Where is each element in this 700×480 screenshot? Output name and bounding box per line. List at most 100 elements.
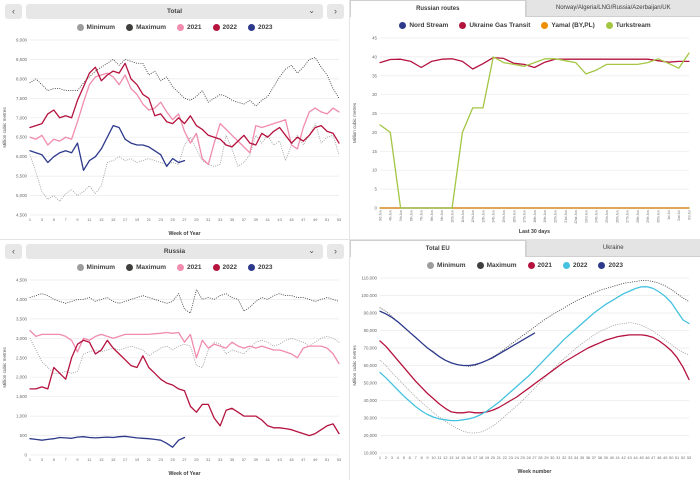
x-tick-label: 41 [266,457,270,462]
legend-dot-icon [427,262,435,269]
x-tick-label: 30th Jun [657,210,661,222]
legend-item-minimum[interactable]: Minimum [76,264,115,271]
legend-item-2021[interactable]: 2021 [177,24,202,31]
x-tick-label: 44 [633,455,638,460]
y-tick-label: 7,000 [16,115,28,120]
x-tick-label: 34 [574,455,579,460]
prev-button[interactable]: ‹ [5,4,22,19]
total-selector[interactable]: Total ⌄ [26,4,323,19]
x-tick-label: 21 [497,455,501,460]
legend-item-2022[interactable]: 2022 [212,24,237,31]
x-tick-label: 29 [194,217,198,222]
y-tick-label: 40 [372,54,377,59]
x-tick-label: 39 [604,455,608,460]
legend-item-2022[interactable]: 2022 [212,264,237,271]
y-tick-label: 4,500 [16,278,28,283]
x-tick-label: 49 [663,455,667,460]
tab-total-eu[interactable]: Total EU [350,240,526,257]
x-tick-label: 23 [159,217,163,222]
chart-canvas-russia[interactable]: 4,500 4,000 3,500 3,000 2,500 2,000 1,500 1,000… [0,275,348,478]
legend-item-ukraine-gas-transit[interactable]: Ukraine Gas Transit [459,22,530,29]
x-tick-label: 42 [621,455,625,460]
legend-label: Maximum [136,24,167,31]
legend-item-minimum[interactable]: Minimum [76,24,116,31]
legend-dot-icon [605,22,613,29]
x-tick-label: 38 [598,455,602,460]
y-tick-label: 90,000 [364,311,378,316]
x-tick-label: 13 [449,455,453,460]
russia-selector[interactable]: Russia ⌄ [26,244,323,259]
legend-item-maximum[interactable]: Maximum [476,262,517,269]
x-tick-label: 28th Jun [636,210,640,222]
legend-item-maximum[interactable]: Maximum [126,24,166,31]
x-tick-label: 10 [431,455,436,460]
legend-dot-icon [598,262,606,269]
x-tick-label: 10th Jun [451,210,455,222]
legend-item-2023[interactable]: 2023 [247,264,272,271]
x-tick-label: 24 [515,455,520,460]
y-tick-label: 3,500 [16,316,28,321]
x-tick-label: 27 [182,217,186,222]
tab-russian-routes[interactable]: Russian routes [350,0,526,17]
x-tick-label: 26th Jun [615,210,619,222]
legend-item-yamal-by-pl[interactable]: Yamal (BY,PL) [541,22,595,29]
x-axis-title: Week of Year [168,471,200,477]
legend-item-minimum[interactable]: Minimum [427,262,466,269]
x-tick-label: 23 [159,457,163,462]
x-tick-label: 51 [325,457,329,462]
next-button[interactable]: › [327,4,344,19]
x-tick-label: 23 [509,455,513,460]
x-tick-label: 30 [550,455,555,460]
legend-label: 2021 [187,24,202,31]
chart-canvas-total[interactable]: 9,000 8,500 8,000 7,500 7,000 6,500 6,000 5,500… [0,35,348,238]
x-tick-label: 41 [266,217,270,222]
series-line-minimum [29,335,340,374]
tab-norway-algeria-lng-russia-azerbaijan-uk[interactable]: Norway/Algeria/LNG/Russia/Azerbaijan/UK [525,0,700,17]
x-tick-label: 41 [616,455,620,460]
legend-label: 2022 [222,264,237,271]
x-tick-label: 8 [421,455,423,460]
x-tick-label: 45 [289,217,293,222]
x-tick-label: 39 [254,457,258,462]
x-tick-label: 50 [669,455,674,460]
y-tick-label: 2,500 [16,355,28,360]
x-tick-label: 4 [397,455,400,460]
tab-ukraine[interactable]: Ukraine [525,240,700,257]
legend-item-nord-stream[interactable]: Nord Stream [399,22,448,29]
legend-item-2022[interactable]: 2022 [563,262,587,269]
x-tick-label: 31 [206,217,210,222]
legend-item-2021[interactable]: 2021 [527,262,552,269]
x-tick-label: 4th Jun [389,210,393,221]
x-tick-label: 7 [415,455,417,460]
chart-canvas-total-eu[interactable]: 110,000 100,000 90,000 80,000 70,000 60,000 50… [350,273,698,476]
series-line-2022 [379,286,690,422]
x-tick-label: 33 [568,455,572,460]
x-tick-label: 17 [123,457,127,462]
series-line-minimum [29,123,340,202]
legend-item-turkstream[interactable]: Turkstream [605,22,651,29]
legend-dot-icon [212,24,220,31]
legend-label: Minimum [86,24,116,31]
legend-dot-icon [126,24,134,31]
y-tick-label: 10,000 [364,451,378,456]
x-tick-label: 53 [337,457,341,462]
y-tick-label: 0 [375,206,378,211]
legend-item-2021[interactable]: 2021 [177,264,202,271]
series-line-maximum [29,289,340,314]
x-tick-label: 26 [526,455,530,460]
x-tick-label: 19 [485,455,489,460]
x-tick-label: 9th Jun [440,210,444,221]
selector-label: Russia [163,248,186,255]
x-tick-label: 13 [99,457,103,462]
x-tick-label: 21 [147,217,151,222]
panel-total: ‹ Total ⌄ › Minimum Maximum 2021 2022 2023 9… [0,0,350,240]
legend-item-2023[interactable]: 2023 [598,262,623,269]
x-tick-label: 22nd Jun [574,210,578,223]
next-button[interactable]: › [327,244,344,259]
legend-item-2023[interactable]: 2023 [247,24,272,31]
prev-button[interactable]: ‹ [5,244,22,259]
x-tick-label: 33 [218,217,222,222]
legend-item-maximum[interactable]: Maximum [126,264,166,271]
